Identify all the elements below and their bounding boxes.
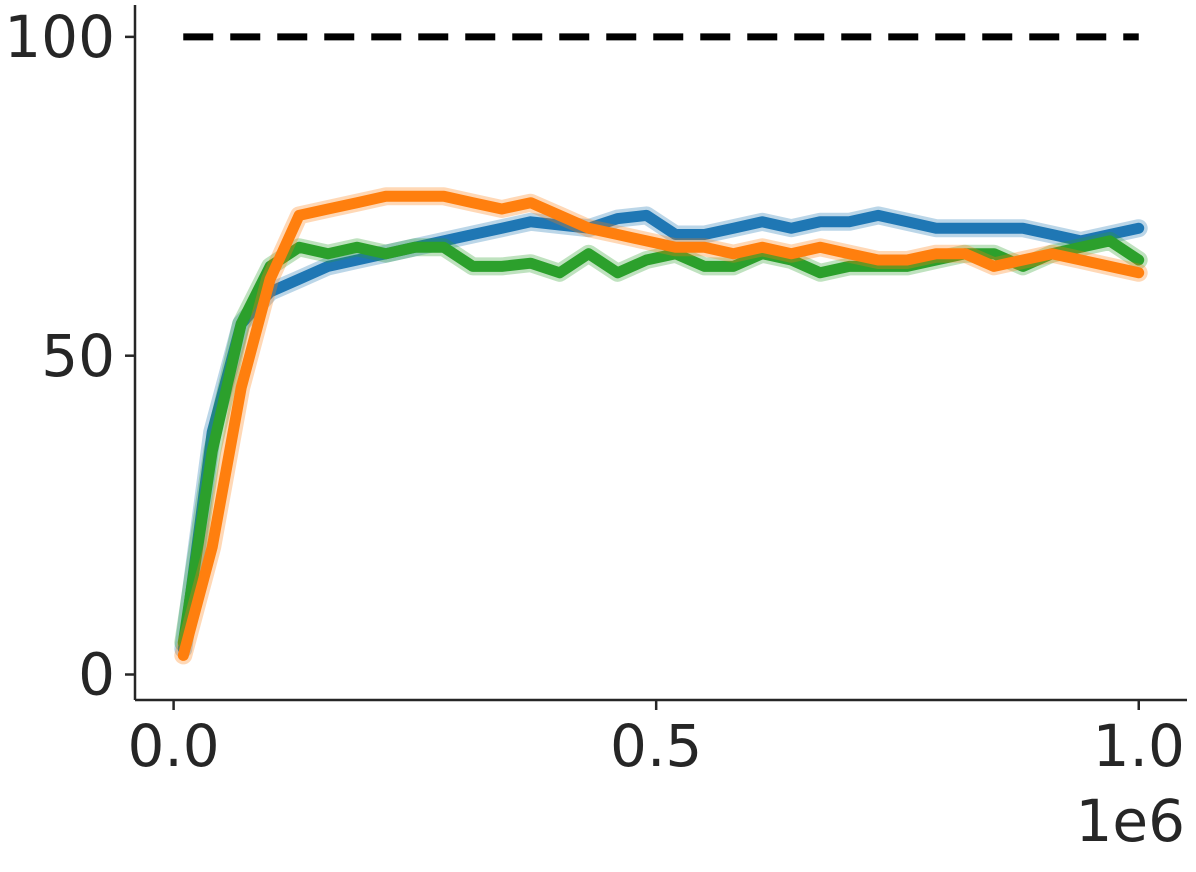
x-tick-label: 0.5 xyxy=(610,712,702,780)
line-band xyxy=(174,231,1148,652)
y-tick-label: 50 xyxy=(41,322,115,390)
line xyxy=(177,190,1145,661)
x-offset-label: 1e6 xyxy=(1076,787,1186,855)
line-band xyxy=(174,206,1148,658)
line xyxy=(177,209,1145,655)
y-tick-label: 100 xyxy=(4,3,115,71)
line xyxy=(177,235,1145,649)
x-tick-label: 0.0 xyxy=(127,712,219,780)
x-tick-label: 1.0 xyxy=(1093,712,1185,780)
y-tick-label: 0 xyxy=(78,641,115,709)
